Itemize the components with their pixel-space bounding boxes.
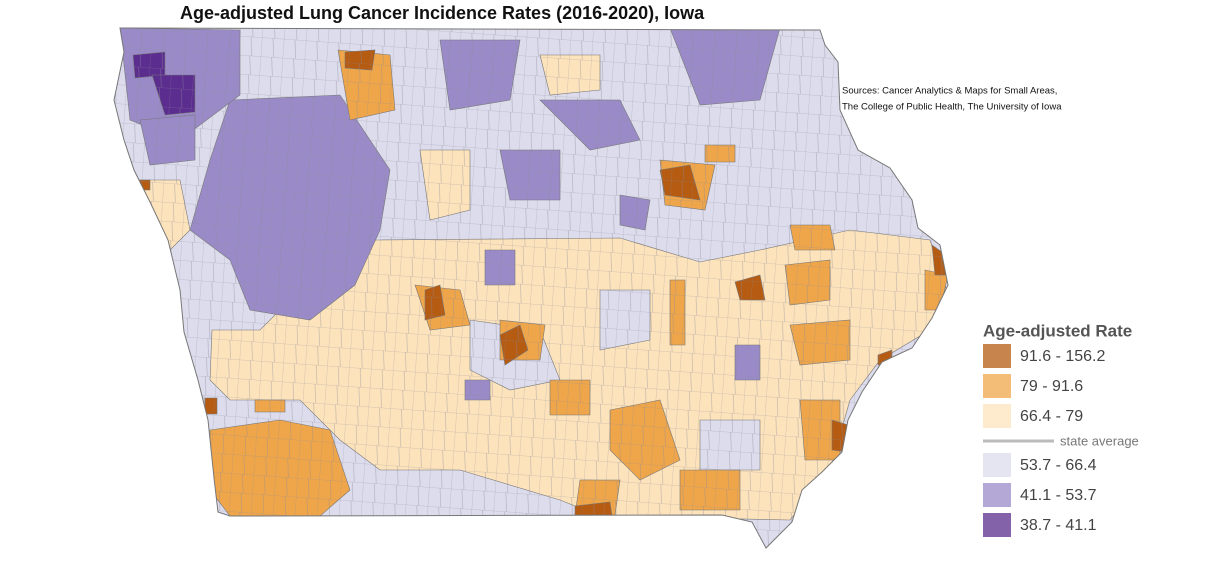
legend-swatch [983,453,1011,477]
legend-swatch [983,404,1011,428]
state-outline [113,27,949,549]
legend-title: Age-adjusted Rate [983,321,1132,340]
legend-swatch [983,513,1011,537]
legend-label: 53.7 - 66.4 [1020,457,1097,474]
legend-label: 38.7 - 41.1 [1020,517,1097,534]
legend-swatch [983,344,1011,368]
map-title: Age-adjusted Lung Cancer Incidence Rates… [180,3,705,23]
legend-swatch [983,374,1011,398]
map-regions [114,28,948,548]
legend-label: 41.1 - 53.7 [1020,487,1097,504]
legend-label: 91.6 - 156.2 [1020,348,1106,365]
source-line: The College of Public Health, The Univer… [842,102,1062,113]
legend-swatch [983,483,1011,507]
legend-label: 79 - 91.6 [1020,378,1083,395]
legend-label: 66.4 - 79 [1020,408,1083,425]
zip-boundaries [114,28,948,548]
state-average-label: state average [1060,433,1139,448]
source-line: Sources: Cancer Analytics & Maps for Sma… [842,86,1057,97]
